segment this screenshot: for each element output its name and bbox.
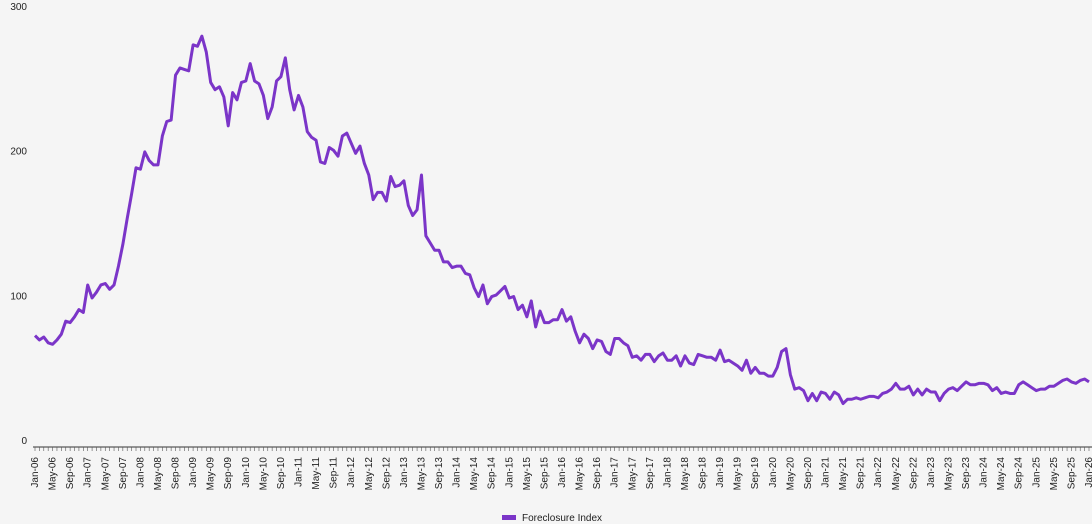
y-tick-label: 100 — [10, 291, 27, 302]
x-tick-label: Jan-09 — [188, 457, 199, 488]
x-tick-label: May-16 — [575, 457, 586, 491]
x-tick-label: Jan-06 — [30, 457, 41, 488]
x-tick-label: May-14 — [469, 457, 480, 491]
legend-swatch — [502, 515, 516, 520]
x-tick-label: Jan-11 — [294, 457, 305, 487]
x-tick-label: May-12 — [364, 457, 375, 491]
x-tick-label: May-13 — [416, 457, 427, 491]
x-tick-label: Jan-21 — [821, 457, 832, 488]
x-tick-label: Jan-24 — [979, 457, 990, 488]
x-tick-label: Jan-07 — [83, 457, 94, 488]
x-tick-label: Sep-25 — [1066, 457, 1077, 490]
x-tick-label: May-07 — [100, 457, 111, 491]
x-tick-label: Jan-25 — [1031, 457, 1042, 488]
x-tick-label: Sep-15 — [539, 457, 550, 490]
x-tick-label: May-11 — [311, 457, 322, 490]
x-tick-label: Sep-09 — [223, 457, 234, 490]
x-tick-label: May-18 — [680, 457, 691, 491]
x-tick-label: Sep-16 — [592, 457, 603, 490]
x-tick-label: Jan-12 — [346, 457, 357, 488]
x-tick-label: Jan-18 — [662, 457, 673, 488]
x-tick-label: May-10 — [258, 457, 269, 491]
y-tick-label: 300 — [10, 2, 27, 13]
y-tick-label: 200 — [10, 147, 27, 158]
x-tick-label: May-22 — [891, 457, 902, 491]
legend-label: Foreclosure Index — [522, 513, 602, 524]
x-tick-label: Jan-17 — [610, 457, 621, 488]
x-tick-label: Sep-19 — [750, 457, 761, 490]
x-tick-label: May-21 — [838, 457, 849, 491]
x-tick-label: Jan-10 — [241, 457, 252, 488]
y-tick-label: 0 — [21, 436, 27, 447]
x-tick-label: Jan-26 — [1084, 457, 1092, 488]
x-tick-label: May-09 — [206, 457, 217, 491]
x-tick-label: May-24 — [996, 457, 1007, 491]
x-tick-label: Sep-11 — [329, 457, 340, 489]
x-tick-label: Sep-12 — [381, 457, 392, 490]
x-tick-label: Jan-14 — [452, 457, 463, 488]
x-tick-label: Jan-08 — [135, 457, 146, 488]
x-tick-label: May-25 — [1049, 457, 1060, 491]
x-tick-label: Jan-23 — [926, 457, 937, 488]
x-tick-label: May-20 — [785, 457, 796, 491]
x-tick-label: Sep-22 — [908, 457, 919, 490]
x-tick-label: May-15 — [522, 457, 533, 491]
x-tick-label: May-06 — [48, 457, 59, 491]
x-tick-label: Sep-23 — [961, 457, 972, 490]
x-tick-label: Jan-15 — [504, 457, 515, 488]
x-tick-label: Sep-07 — [118, 457, 129, 490]
data-line — [33, 34, 1090, 406]
x-tick-label: Sep-21 — [856, 457, 867, 490]
x-tick-label: May-17 — [627, 457, 638, 491]
x-tick-label: Sep-20 — [803, 457, 814, 490]
x-tick-label: Sep-08 — [171, 457, 182, 490]
x-tick-label: Sep-13 — [434, 457, 445, 490]
x-tick-label: Jan-16 — [557, 457, 568, 488]
x-tick-label: May-23 — [943, 457, 954, 491]
x-tick-label: Sep-17 — [645, 457, 656, 490]
x-tick-label: Sep-06 — [65, 457, 76, 490]
x-tick-label: Sep-14 — [487, 457, 498, 490]
x-tick-label: Jan-22 — [873, 457, 884, 488]
x-tick-label: May-08 — [153, 457, 164, 491]
x-tick-label: Sep-10 — [276, 457, 287, 490]
x-tick-label: May-19 — [733, 457, 744, 491]
x-tick-label: Sep-18 — [698, 457, 709, 490]
x-tick-label: Jan-13 — [399, 457, 410, 488]
x-tick-label: Sep-24 — [1014, 457, 1025, 490]
x-tick-label: Jan-19 — [715, 457, 726, 488]
x-tick-label: Jan-20 — [768, 457, 779, 488]
